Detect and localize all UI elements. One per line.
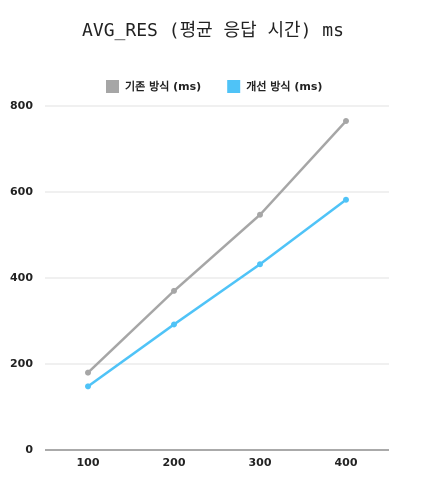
x-tick-label: 300 bbox=[249, 456, 272, 469]
x-tick-label: 200 bbox=[163, 456, 186, 469]
legend-swatch bbox=[106, 80, 119, 93]
series-line bbox=[87, 198, 347, 388]
y-tick-label: 400 bbox=[10, 271, 33, 284]
data-point bbox=[85, 369, 91, 376]
legend-label: 기존 방식 (ms) bbox=[125, 79, 201, 93]
x-tick-label: 100 bbox=[77, 456, 100, 469]
y-tick-label: 800 bbox=[10, 99, 33, 112]
data-point bbox=[257, 211, 263, 218]
chart-title: AVG_RES (평균 응답 시간) ms bbox=[82, 20, 344, 41]
x-tick-label: 400 bbox=[335, 456, 358, 469]
data-point bbox=[257, 261, 263, 268]
data-point bbox=[343, 196, 349, 203]
y-tick-label: 600 bbox=[10, 185, 33, 198]
legend-label: 개선 방식 (ms) bbox=[246, 79, 322, 93]
legend-swatch bbox=[227, 80, 241, 93]
series-line bbox=[87, 120, 347, 374]
data-point bbox=[171, 321, 177, 328]
data-point bbox=[171, 287, 177, 294]
data-point bbox=[343, 118, 349, 125]
data-point bbox=[85, 383, 91, 390]
y-tick-label: 200 bbox=[10, 357, 33, 370]
y-tick-label: 0 bbox=[25, 443, 33, 456]
